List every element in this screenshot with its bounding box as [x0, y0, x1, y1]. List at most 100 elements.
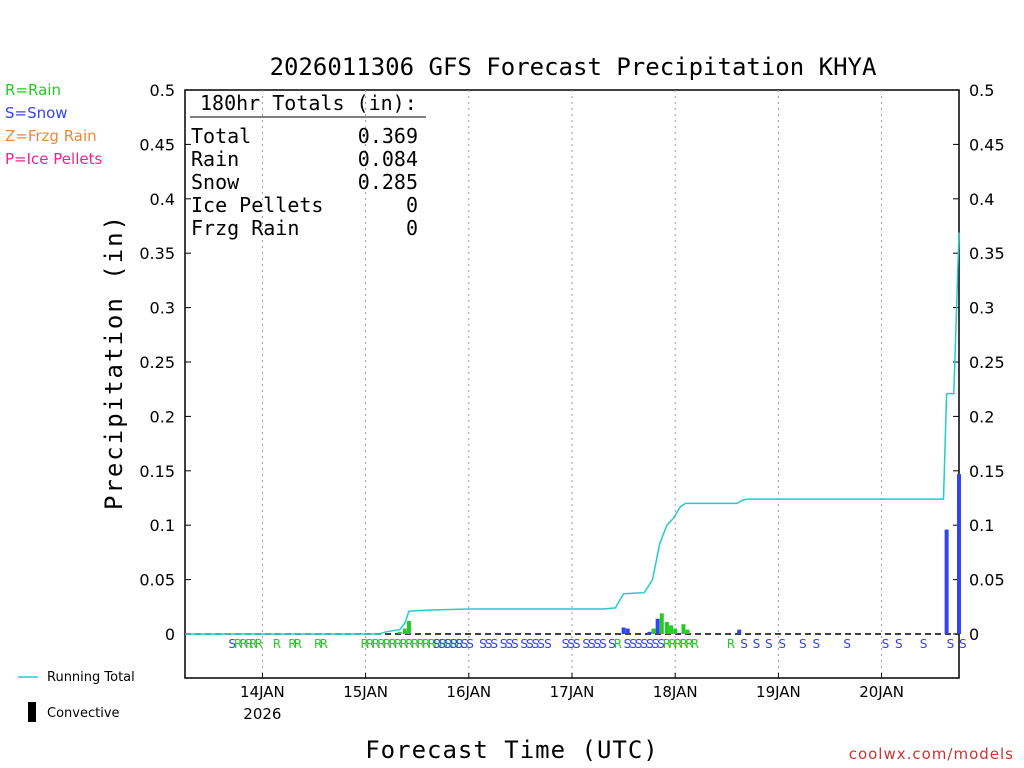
y-tick-label: 0.3 [969, 299, 994, 318]
y-tick-label: 0.4 [969, 190, 994, 209]
snow-marker: S [646, 637, 654, 651]
precip-type-marker: S [895, 637, 903, 651]
snow-marker: S [532, 637, 540, 651]
snow-marker: S [624, 637, 632, 651]
snow-marker: S [765, 637, 773, 651]
totals-total-label: Total [191, 124, 251, 148]
convective-legend-swatch [28, 702, 36, 722]
y-tick-label: 0.5 [969, 81, 994, 100]
rain-marker: R [314, 637, 322, 651]
rain-marker: R [400, 637, 408, 651]
y-tick-label: 0.2 [150, 407, 175, 426]
rain-marker: R [691, 637, 699, 651]
precip-bar [397, 631, 402, 634]
rain-marker: R [249, 637, 257, 651]
snow-marker: S [608, 637, 616, 651]
snow-marker: S [537, 637, 545, 651]
x-tick-label: 14JAN [240, 683, 285, 701]
precip-type-marker: SSS [500, 637, 519, 651]
snow-marker: S [947, 637, 955, 651]
convective-legend-label: Convective [47, 706, 120, 721]
source-credit: coolwx.com/models [848, 745, 1014, 763]
snow-marker: S [444, 637, 452, 651]
snow-marker: S [228, 637, 236, 651]
precip-bar [669, 625, 674, 634]
precip-type-marker: S [765, 637, 773, 651]
ptype-key-rain: R=Rain [5, 81, 61, 99]
precip-type-marker: SR [608, 637, 622, 651]
y-tick-label: 0.1 [969, 516, 994, 535]
precip-bar [659, 613, 664, 634]
snow-marker: S [500, 637, 508, 651]
rain-marker: R [439, 637, 447, 651]
y-axis-right: 0 0.05 0.1 0.15 0.2 0.25 0.3 0.35 0.4 0.45 0.5 [953, 81, 1005, 644]
snow-marker: S [843, 637, 851, 651]
precip-type-marker: RR [249, 637, 263, 651]
y-tick-label: 0.4 [150, 190, 175, 209]
snow-marker: S [740, 637, 748, 651]
rain-marker: R [366, 637, 374, 651]
precip-bar [402, 628, 407, 634]
precip-type-marker: S [812, 637, 820, 651]
snow-marker: S [753, 637, 761, 651]
snow-marker: S [466, 637, 474, 651]
y-tick-label: 0.05 [969, 571, 1005, 590]
rain-marker: R [614, 637, 622, 651]
y-axis-left: 0 0.05 0.1 0.15 0.2 0.25 0.3 0.35 0.4 0.45 0.5 [139, 81, 191, 644]
snow-marker: S [461, 637, 469, 651]
rain-marker: R [320, 637, 328, 651]
precip-bar [944, 529, 949, 634]
snow-marker: S [959, 637, 967, 651]
rain-marker: R [685, 637, 693, 651]
snow-marker: S [526, 637, 534, 651]
snow-marker: S [778, 637, 786, 651]
y-tick-label: 0.45 [139, 135, 175, 154]
y-tick-label: 0.45 [969, 135, 1005, 154]
ptype-key-snow: S=Snow [5, 104, 68, 122]
rain-marker: R [360, 637, 368, 651]
totals-ice-value: 0 [406, 193, 418, 217]
running-total-line [185, 232, 960, 635]
y-tick-label: 0.25 [139, 353, 175, 372]
snow-marker: S [520, 637, 528, 651]
snow-marker: S [599, 637, 607, 651]
rain-marker: R [416, 637, 424, 651]
totals-snow-label: Snow [191, 170, 240, 194]
x-tick-label: 20JAN [859, 683, 904, 701]
rain-marker: R [428, 637, 436, 651]
rain-marker: R [680, 637, 688, 651]
precip-type-marker: RR [288, 637, 302, 651]
precip-type-marker: SSS [479, 637, 498, 651]
precip-type-marker: S [947, 637, 955, 651]
running-total-legend-label: Running Total [47, 670, 135, 685]
rain-marker: R [372, 637, 380, 651]
snow-marker: S [485, 637, 493, 651]
precip-bar [655, 618, 660, 634]
rain-marker: R [234, 637, 242, 651]
rain-marker: R [377, 637, 385, 651]
precip-type-marker: S [843, 637, 851, 651]
rain-marker: R [273, 637, 281, 651]
rain-marker: R [255, 637, 263, 651]
snow-marker: S [629, 637, 637, 651]
snow-marker: S [573, 637, 581, 651]
rain-marker: R [383, 637, 391, 651]
precip-type-marker: S [882, 637, 890, 651]
y-tick-label: 0.15 [139, 462, 175, 481]
snow-marker: S [812, 637, 820, 651]
precip-type-marker: S [920, 637, 928, 651]
snow-marker: S [882, 637, 890, 651]
y-axis-label: Precipitation (in) [100, 214, 128, 510]
rain-marker: R [288, 637, 296, 651]
y-tick-label: 0.1 [150, 516, 175, 535]
rain-marker: R [456, 637, 464, 651]
x-axis: 14JAN 2026 15JAN 16JAN 17JAN 18JAN 19JAN 20JAN [240, 673, 904, 723]
y-tick-label: 0.5 [150, 81, 175, 100]
x-tick-sublabel: 2026 [243, 705, 281, 723]
